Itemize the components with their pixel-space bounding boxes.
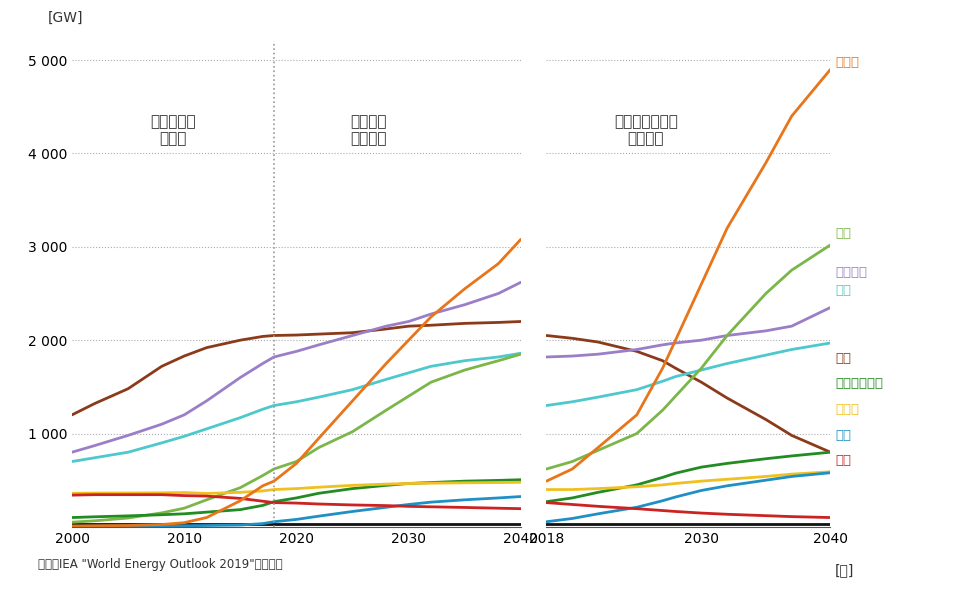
- Text: [年]: [年]: [834, 564, 854, 577]
- Text: 水力: 水力: [835, 284, 852, 297]
- Text: 原典：IEA "World Energy Outlook 2019"環境省訳: 原典：IEA "World Energy Outlook 2019"環境省訳: [38, 558, 283, 571]
- Text: 蓄電: 蓄電: [835, 429, 852, 442]
- Text: 石油: 石油: [835, 454, 852, 467]
- Text: 天然ガス: 天然ガス: [835, 266, 867, 279]
- Text: その他再エネ: その他再エネ: [835, 377, 883, 390]
- Text: 原子力: 原子力: [835, 403, 859, 416]
- Text: 太陽光: 太陽光: [835, 56, 859, 69]
- Text: 持続可能な発展
シナリオ: 持続可能な発展 シナリオ: [613, 114, 678, 147]
- Text: [GW]: [GW]: [47, 11, 83, 24]
- Text: 石炭: 石炭: [835, 352, 852, 365]
- Text: 風力: 風力: [835, 227, 852, 240]
- Text: 公表政策
シナリオ: 公表政策 シナリオ: [350, 114, 387, 147]
- Text: これまでの
発電量: これまでの 発電量: [150, 114, 196, 147]
